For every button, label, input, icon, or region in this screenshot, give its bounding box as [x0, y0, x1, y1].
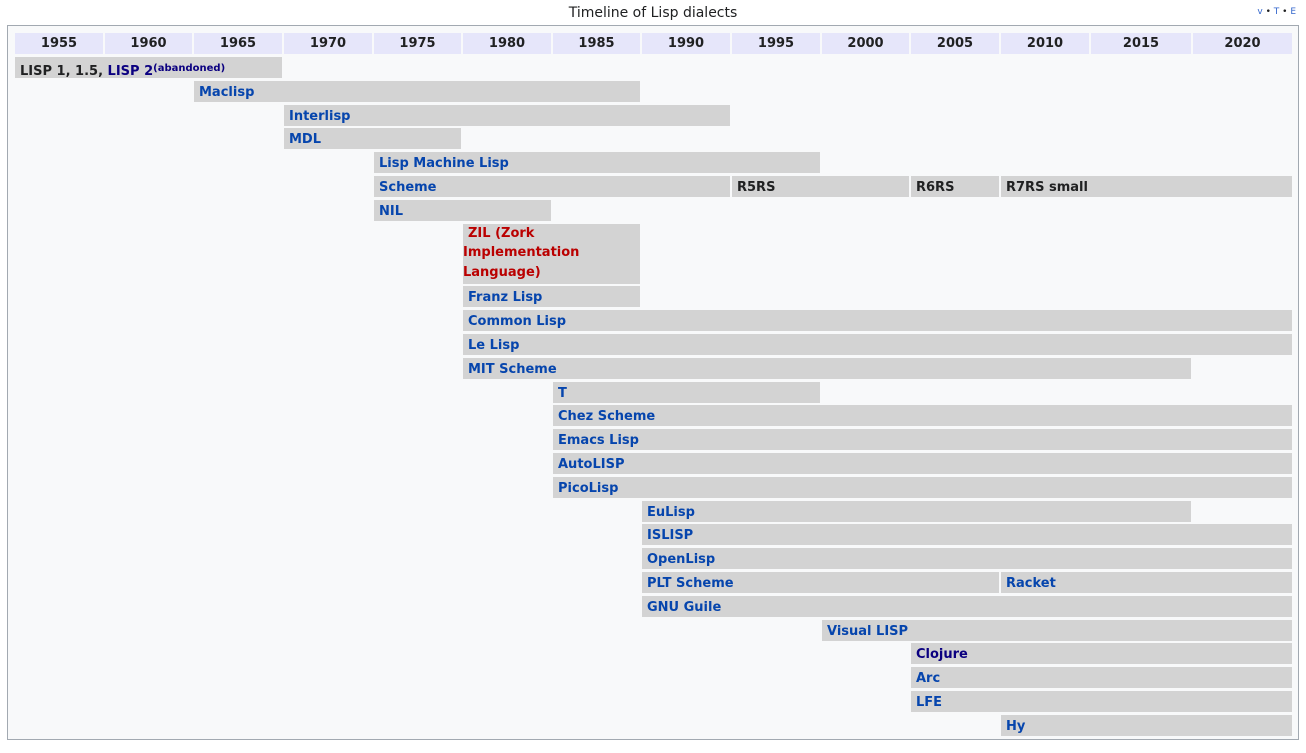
year-header-2000: 2000 — [822, 33, 909, 54]
page-title: Timeline of Lisp dialects — [568, 5, 738, 21]
dialect-label: GNU Guile — [647, 599, 722, 615]
dialect-label: LISP 1, 1.5, — [20, 64, 104, 78]
dialect-label: AutoLISP — [558, 457, 625, 472]
dialect-link-lisp-2[interactable]: LISP 2 — [107, 64, 154, 78]
dialect-label: Emacs Lisp — [558, 433, 639, 449]
year-header-1965: 1965 — [194, 33, 282, 54]
dialect-label: Chez Scheme — [558, 409, 656, 425]
dialect-label: R6RS — [916, 180, 955, 195]
dialect-label: EuLisp — [647, 504, 695, 520]
dialect-bar-racket[interactable]: Racket — [1001, 572, 1292, 593]
dialect-label: Arc — [916, 671, 941, 687]
dialect-bar-gnu-guile[interactable]: GNU Guile — [642, 595, 1292, 617]
dialect-bar-emacs-lisp[interactable]: Emacs Lisp — [553, 429, 1292, 451]
dialect-bar-hy[interactable]: Hy — [1001, 714, 1292, 736]
dialect-bar-lfe[interactable]: LFE — [911, 691, 1292, 712]
dialect-label: Franz Lisp — [468, 290, 543, 306]
dialect-label: MDL — [289, 132, 322, 148]
vte-separator: • — [1262, 7, 1274, 17]
view-link[interactable]: v — [1257, 7, 1263, 17]
dialect-label: Scheme — [379, 180, 437, 195]
dialect-bar-islisp[interactable]: ISLISP — [642, 524, 1292, 546]
dialect-bar-zil-zork[interactable]: ZIL (Zork Implementation Language) — [463, 223, 640, 284]
dialect-bar-r7rs-small[interactable]: R7RS small — [1001, 176, 1292, 197]
vte-separator: • — [1279, 7, 1291, 17]
dialect-label: Le Lisp — [468, 338, 520, 353]
dialect-bar-autolisp[interactable]: AutoLISP — [553, 453, 1292, 474]
dialect-label: PLT Scheme — [647, 576, 734, 591]
year-header-1995: 1995 — [732, 33, 820, 54]
dialect-bar-scheme[interactable]: Scheme — [374, 176, 730, 197]
year-header-1970: 1970 — [284, 33, 372, 54]
dialect-label-line: ZIL (Zork — [468, 225, 535, 241]
talk-link[interactable]: T — [1273, 7, 1280, 17]
dialect-label: Visual LISP — [827, 623, 909, 639]
dialect-bar-lisp-machine-lisp[interactable]: Lisp Machine Lisp — [374, 152, 820, 174]
dialect-label: R5RS — [737, 180, 776, 195]
dialect-bar-common-lisp[interactable]: Common Lisp — [463, 310, 1292, 332]
year-header-1975: 1975 — [374, 33, 461, 54]
dialect-bar-eulisp[interactable]: EuLisp — [642, 500, 1191, 522]
dialect-bar-r6rs[interactable]: R6RS — [911, 176, 999, 197]
dialect-bar-interlisp[interactable]: Interlisp — [284, 104, 730, 126]
dialect-label: Lisp Machine Lisp — [379, 156, 509, 172]
year-header-1960: 1960 — [105, 33, 192, 54]
year-header-2020: 2020 — [1193, 33, 1292, 54]
year-header-1955: 1955 — [15, 33, 103, 54]
dialect-label: T — [558, 385, 567, 401]
year-header-1985: 1985 — [553, 33, 640, 54]
year-header-1990: 1990 — [642, 33, 730, 54]
dialect-bar-plt-scheme[interactable]: PLT Scheme — [642, 572, 999, 593]
dialect-bar-chez-scheme[interactable]: Chez Scheme — [553, 405, 1292, 427]
dialect-label: MIT Scheme — [468, 361, 557, 377]
dialect-label-line: Language) — [463, 264, 541, 280]
dialect-label: LFE — [916, 695, 943, 710]
dialect-bar-picolisp[interactable]: PicoLisp — [553, 476, 1292, 498]
dialect-label-line: Implementation — [463, 245, 580, 261]
dialect-bar-clojure[interactable]: Clojure — [911, 643, 1292, 665]
year-header-1980: 1980 — [463, 33, 551, 54]
dialect-label: ISLISP — [647, 528, 694, 544]
dialect-label: Hy — [1006, 718, 1026, 734]
dialect-label: Clojure — [916, 647, 968, 663]
dialect-label: R7RS small — [1006, 180, 1088, 195]
dialect-bar-mdl[interactable]: MDL — [284, 128, 461, 150]
dialect-label: NIL — [379, 203, 404, 219]
dialect-bar-t[interactable]: T — [553, 381, 820, 403]
year-header-2005: 2005 — [911, 33, 999, 54]
timeline-chart: 1955 1960 1965 1970 1975 1980 1985 1990 1995 2000… — [7, 25, 1299, 740]
dialect-bar-maclisp[interactable]: Maclisp — [194, 80, 640, 102]
dialect-bar-arc[interactable]: Arc — [911, 667, 1292, 689]
dialect-bar-visual-lisp[interactable]: Visual LISP — [822, 619, 1292, 641]
dialect-label: PicoLisp — [558, 480, 619, 496]
year-header-2015: 2015 — [1091, 33, 1191, 54]
dialect-bar-mit-scheme[interactable]: MIT Scheme — [463, 357, 1191, 379]
dialect-bar-le-lisp[interactable]: Le Lisp — [463, 334, 1292, 355]
dialect-bar-r5rs[interactable]: R5RS — [732, 176, 909, 197]
dialect-label: OpenLisp — [647, 552, 716, 568]
dialect-bar-lisp-1-1-5[interactable]: LISP 1, 1.5, LISP 2(abandoned) — [15, 57, 282, 78]
dialect-bar-openlisp[interactable]: OpenLisp — [642, 548, 1292, 570]
year-header-2010: 2010 — [1001, 33, 1089, 54]
dialect-label: Maclisp — [199, 84, 255, 100]
dialect-label: Common Lisp — [468, 314, 567, 330]
dialect-bar-nil[interactable]: NIL — [374, 199, 551, 221]
dialect-label: Interlisp — [289, 108, 351, 124]
dialect-label: Racket — [1006, 576, 1056, 591]
dialect-bar-franz-lisp[interactable]: Franz Lisp — [463, 286, 640, 308]
abandoned-note: (abandoned) — [153, 63, 226, 74]
navbox-vte-links: v • T • E — [1257, 7, 1296, 17]
edit-link[interactable]: E — [1290, 7, 1296, 17]
